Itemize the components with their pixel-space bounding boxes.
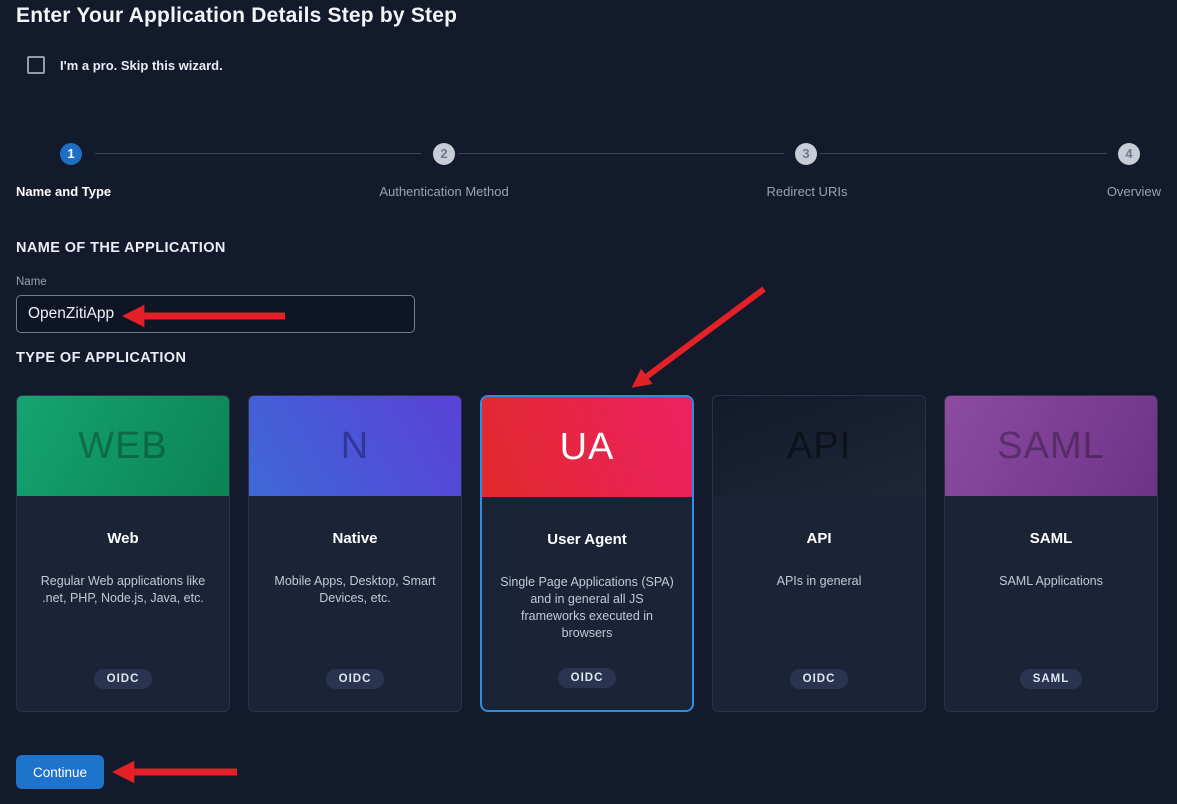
type-card-web[interactable]: WEB Web Regular Web applications like .n… [16,395,230,712]
stepper-connector [458,153,784,154]
step-circle-name-and-type: 1 [60,143,82,165]
type-card-user-agent-protocol-badge: OIDC [557,668,617,688]
type-card-native-description: Mobile Apps, Desktop, Smart Devices, etc… [274,574,436,605]
page-title: Enter Your Application Details Step by S… [16,4,458,27]
step-label-authentication-method: Authentication Method [379,184,509,199]
type-card-user-agent[interactable]: UA User Agent Single Page Applications (… [480,395,694,712]
type-card-web-title: Web [107,530,139,547]
type-card-web-protocol-badge: OIDC [93,669,153,689]
step-circle-redirect-uris: 3 [795,143,817,165]
step-circle-authentication-method: 2 [433,143,455,165]
step-label-name-and-type: Name and Type [16,184,112,199]
type-card-web-description: Regular Web applications like .net, PHP,… [40,574,206,605]
type-card-native-header: N [249,396,461,496]
type-card-api-protocol-badge: OIDC [789,669,849,689]
type-card-saml-description: SAML Applications [999,574,1103,588]
type-card-web-header: WEB [17,396,229,496]
type-card-user-agent-description: Single Page Applications (SPA) and in ge… [500,575,674,640]
skip-wizard-row: I'm a pro. Skip this wizard. [27,56,223,74]
type-card-saml[interactable]: SAML SAML SAML Applications SAML [944,395,1158,712]
type-card-api[interactable]: API API APIs in general OIDC [712,395,926,712]
step-circle-overview: 4 [1118,143,1140,165]
type-card-api-title: API [806,530,832,547]
type-card-saml-protocol-badge: SAML [1019,669,1083,689]
name-section-heading: NAME OF THE APPLICATION [16,240,226,256]
type-card-native-abbr: N [340,424,370,467]
step-label-overview: Overview [1106,184,1161,199]
type-card-native-title: Native [332,530,378,547]
type-card-native[interactable]: N Native Mobile Apps, Desktop, Smart Dev… [248,395,462,712]
wizard-stepper: 1 2 3 4 Name and Type Authentication Met… [0,0,1177,210]
skip-wizard-label: I'm a pro. Skip this wizard. [60,57,223,73]
step-label-redirect-uris: Redirect URIs [766,184,848,199]
type-card-user-agent-title: User Agent [547,531,627,548]
skip-wizard-checkbox[interactable] [27,56,45,74]
application-type-cards: WEB Web Regular Web applications like .n… [16,395,1161,712]
stepper-connector [95,153,421,154]
continue-button[interactable]: Continue [16,755,104,789]
type-card-api-description: APIs in general [776,574,862,588]
type-card-saml-header: SAML [945,396,1157,496]
name-field-label: Name [16,276,47,288]
application-name-input[interactable] [16,295,415,333]
type-card-saml-abbr: SAML [997,424,1105,467]
type-card-user-agent-abbr: UA [559,425,615,468]
type-card-api-header: API [713,396,925,496]
type-card-saml-title: SAML [1029,530,1073,547]
type-card-user-agent-header: UA [482,397,692,497]
type-section-heading: TYPE OF APPLICATION [16,350,187,366]
stepper-connector [820,153,1107,154]
type-card-web-abbr: WEB [78,424,168,467]
type-card-api-abbr: API [786,424,852,467]
type-card-native-protocol-badge: OIDC [325,669,385,689]
